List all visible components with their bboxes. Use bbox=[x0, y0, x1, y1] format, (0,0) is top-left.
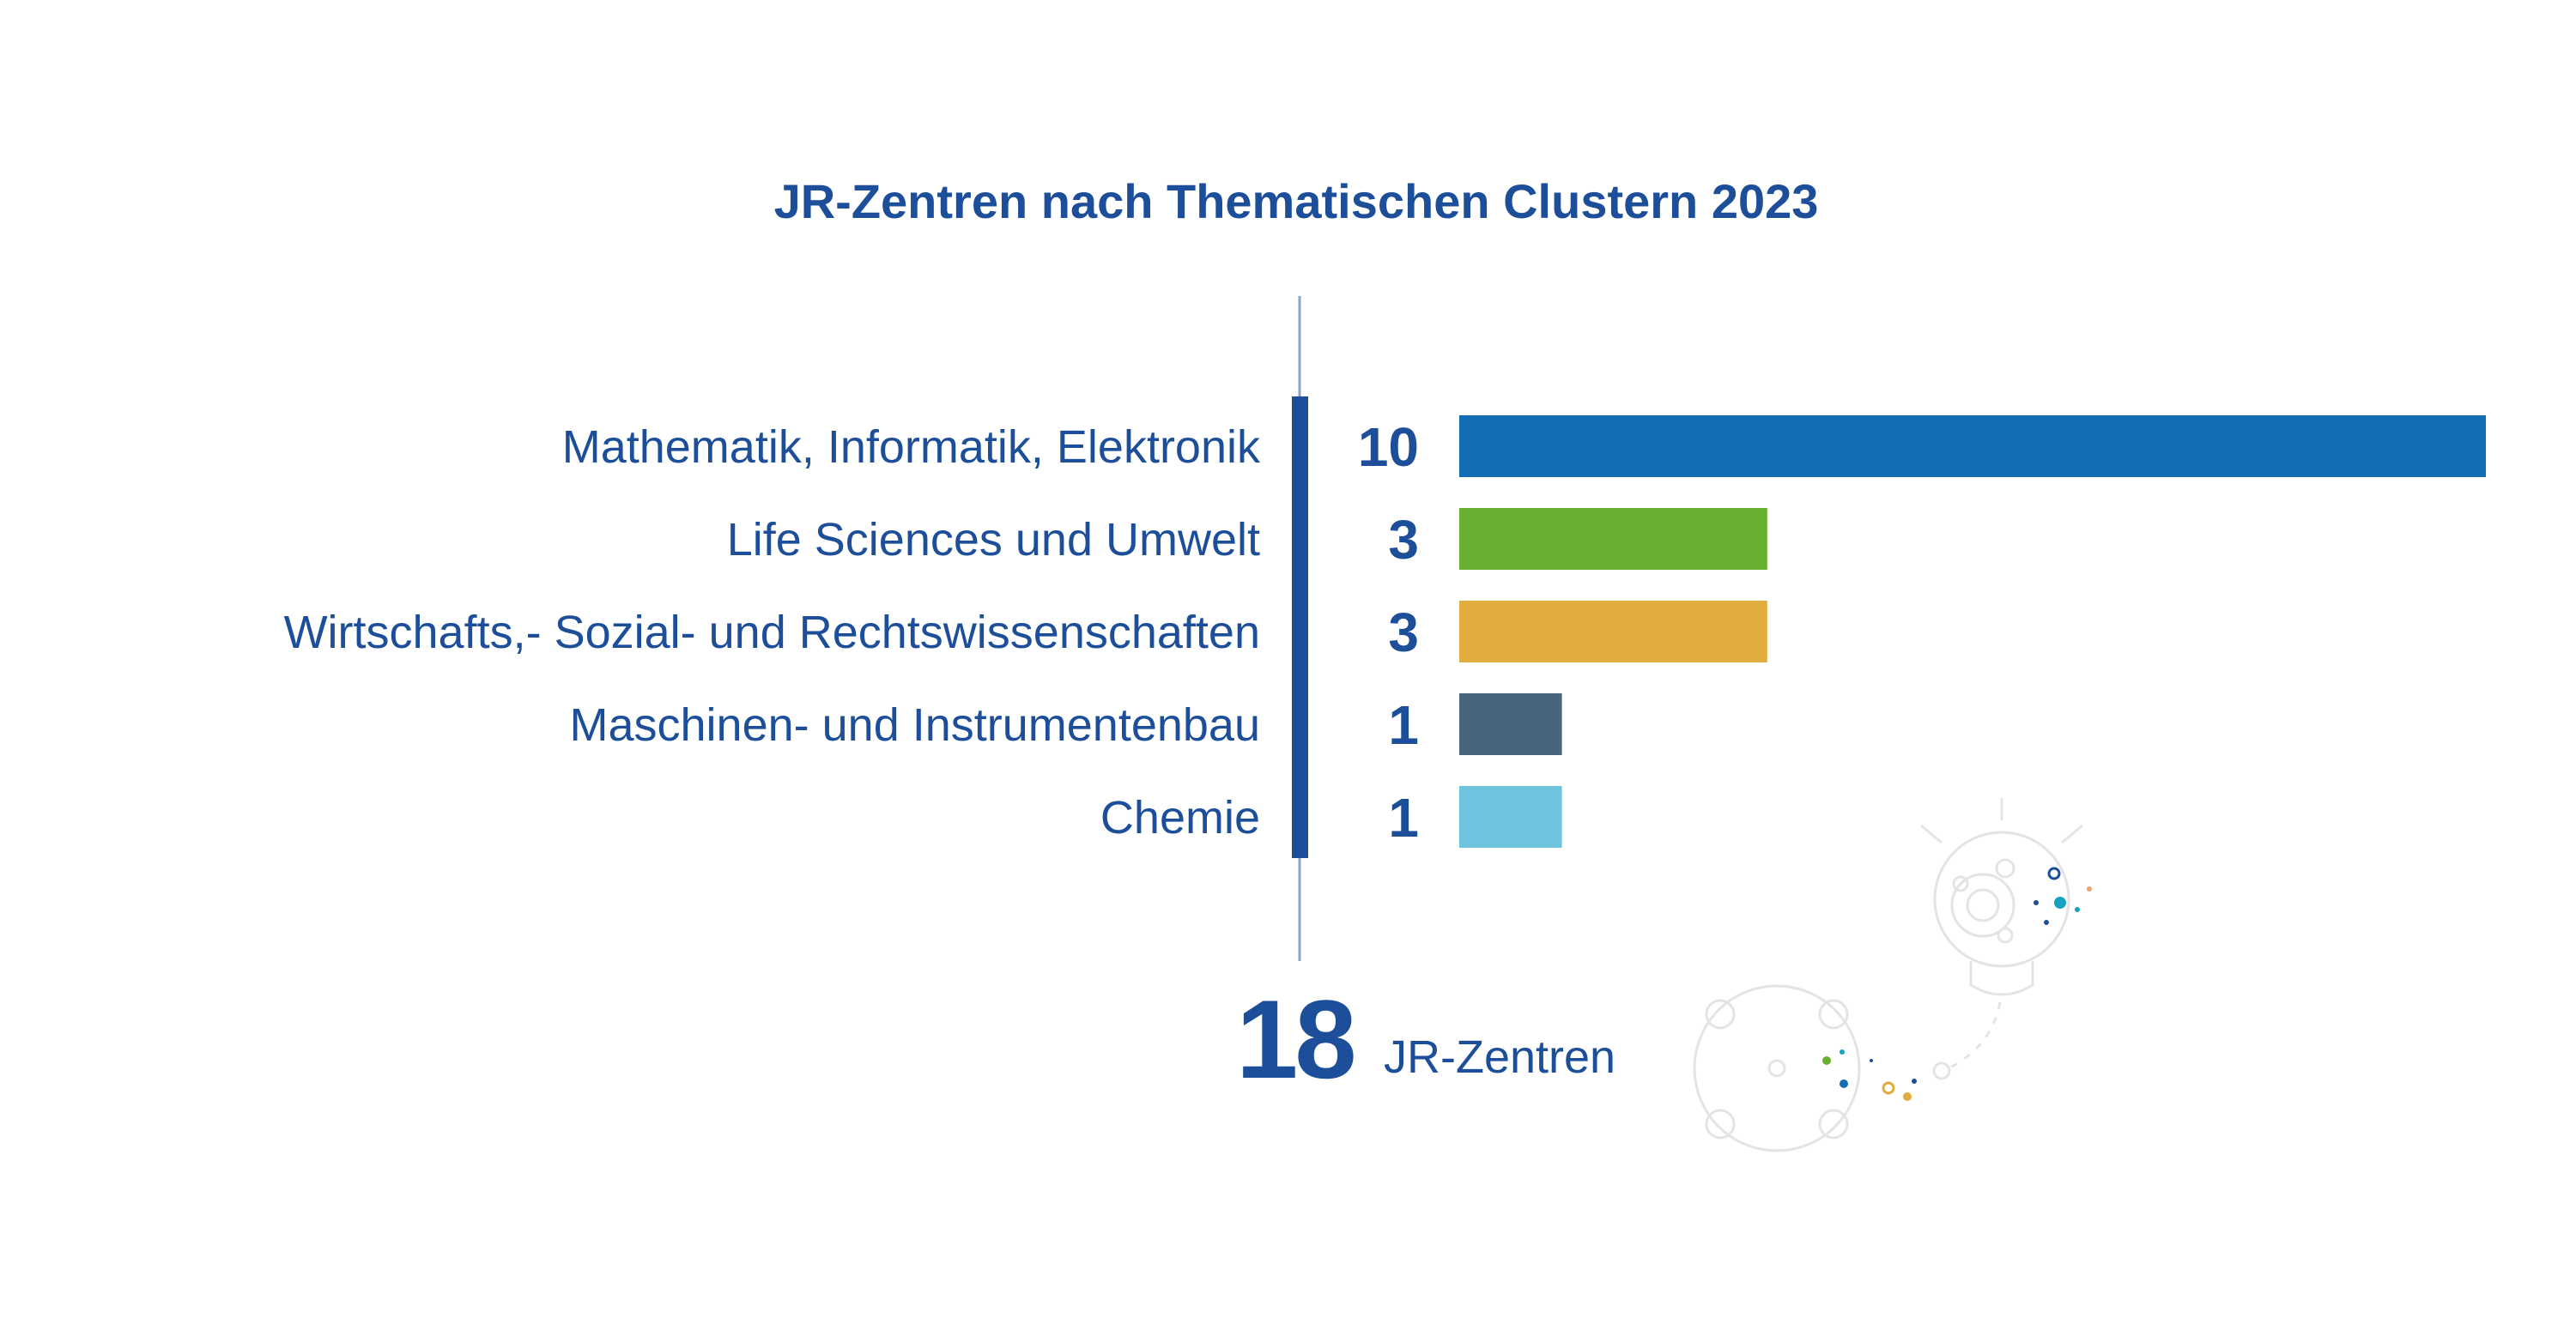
value-label: 1 bbox=[1388, 787, 1419, 849]
category-label: Maschinen- und Instrumentenbau bbox=[570, 699, 1261, 751]
axis-line bbox=[1292, 396, 1308, 858]
total-value: 18 bbox=[1236, 976, 1354, 1102]
value-label: 1 bbox=[1388, 694, 1419, 756]
bar bbox=[1459, 693, 1562, 755]
molecule-icon bbox=[1693, 984, 1951, 1152]
category-label: Mathematik, Informatik, Elektronik bbox=[562, 421, 1261, 473]
category-label: Life Sciences und Umwelt bbox=[727, 514, 1260, 565]
bar bbox=[1459, 508, 1767, 570]
chart-title: JR-Zentren nach Thematischen Clustern 20… bbox=[774, 174, 1819, 228]
value-label: 3 bbox=[1388, 509, 1419, 571]
category-label: Chemie bbox=[1100, 792, 1260, 843]
bar bbox=[1459, 601, 1767, 662]
colored-dots bbox=[1822, 867, 2092, 1101]
bar bbox=[1459, 415, 2486, 477]
bar bbox=[1459, 786, 1562, 848]
lightbulb-icon bbox=[1920, 798, 2083, 1070]
bars-layer: Mathematik, Informatik, Elektronik 10 Life… bbox=[284, 415, 2486, 849]
lightbulb-molecule-illustration bbox=[1693, 798, 2092, 1152]
value-label: 3 bbox=[1388, 602, 1419, 663]
total-label: JR-Zentren bbox=[1384, 1031, 1615, 1083]
category-label: Wirtschafts,- Sozial- und Rechtswissensc… bbox=[284, 607, 1260, 658]
value-label: 10 bbox=[1358, 416, 1419, 478]
